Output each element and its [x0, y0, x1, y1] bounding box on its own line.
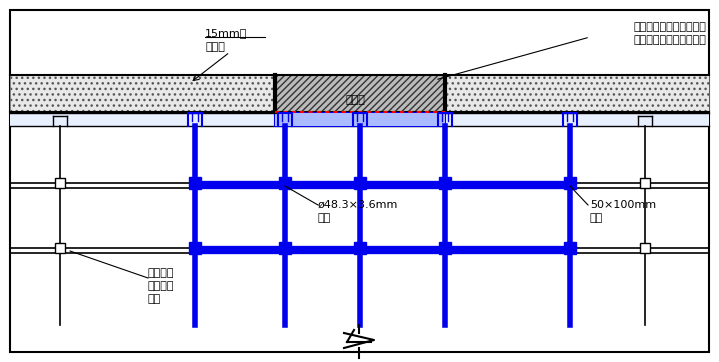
Bar [564, 177, 576, 189]
Text: 后浇带模板独立搭设范围: 后浇带模板独立搭设范围 [633, 22, 706, 32]
Bar [10, 75, 709, 112]
Text: 钢管: 钢管 [318, 213, 331, 223]
Bar [55, 243, 65, 253]
Bar [279, 177, 291, 189]
Text: 撑架: 撑架 [148, 294, 161, 304]
Text: 满堂碗扣: 满堂碗扣 [148, 268, 175, 278]
Text: 15mm厚: 15mm厚 [205, 28, 247, 38]
Bar [279, 242, 291, 254]
Bar [640, 178, 650, 188]
Text: ø48.3×3.6mm: ø48.3×3.6mm [318, 200, 398, 210]
Bar [275, 75, 445, 112]
Bar [275, 75, 445, 112]
Bar [275, 113, 445, 126]
Bar [10, 75, 709, 112]
Bar [189, 177, 201, 189]
Bar [564, 242, 576, 254]
Bar [189, 242, 201, 254]
Text: 50×100mm: 50×100mm [590, 200, 656, 210]
Bar [640, 243, 650, 253]
Bar [10, 113, 709, 126]
Bar [55, 178, 65, 188]
Bar [354, 177, 366, 189]
Text: 此处模板接缝粘贴海绵条: 此处模板接缝粘贴海绵条 [633, 35, 706, 45]
Text: 木胶板: 木胶板 [205, 42, 225, 52]
Bar [354, 242, 366, 254]
Bar [439, 242, 451, 254]
Text: 后浇带: 后浇带 [345, 95, 365, 105]
Text: 式钢管支: 式钢管支 [148, 281, 175, 291]
Bar [275, 113, 445, 126]
Bar [439, 177, 451, 189]
Bar [10, 113, 709, 126]
Text: 方木: 方木 [590, 213, 603, 223]
